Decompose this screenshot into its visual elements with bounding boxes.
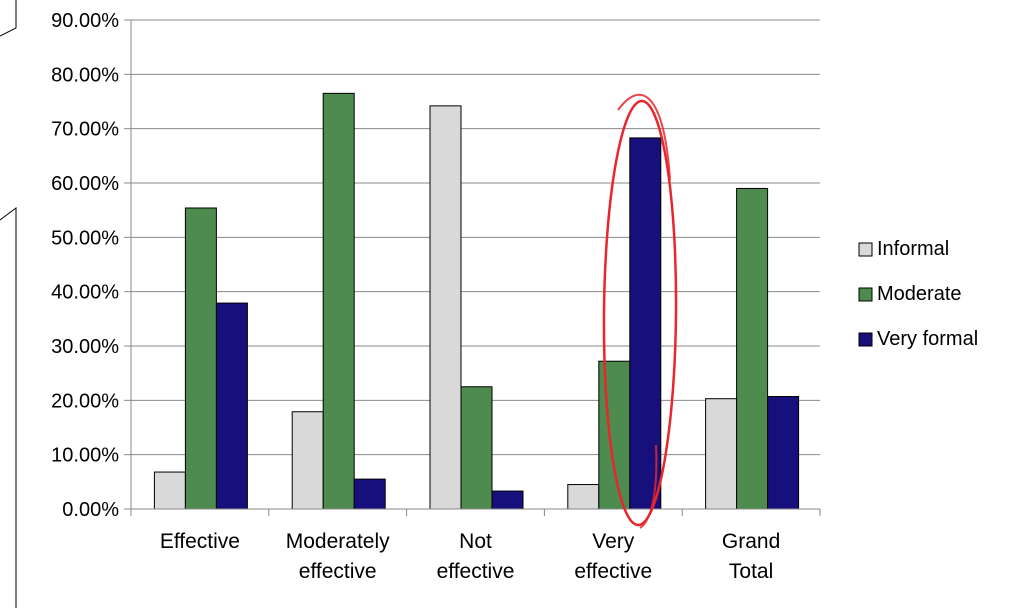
y-tick-label: 50.00% <box>51 227 119 249</box>
bar-moderate <box>598 360 631 510</box>
bar-informal <box>705 398 738 510</box>
frame-bracket-left <box>0 207 17 608</box>
bar-moderate <box>736 187 769 510</box>
x-category-label-line: Effective <box>160 530 240 553</box>
bar-informal <box>153 471 186 510</box>
y-tick-label: 80.00% <box>51 64 119 86</box>
y-tick-label: 70.00% <box>51 119 119 141</box>
bar-very-formal <box>491 490 524 510</box>
bar-moderate <box>460 386 493 510</box>
y-tick-label: 60.00% <box>51 173 119 195</box>
x-category-label: Very effective <box>574 530 652 583</box>
bar-very-formal <box>215 302 248 510</box>
legend-swatch <box>858 332 873 347</box>
x-category-label-line: Grand <box>722 530 780 553</box>
x-category-label-line: Not <box>459 530 492 553</box>
y-tick-label: 90.00% <box>51 10 119 32</box>
x-category-label-line: effective <box>574 560 652 583</box>
bar-informal <box>291 411 324 510</box>
legend-label: Moderate <box>877 283 962 305</box>
x-category-label: Grand Total <box>722 530 780 583</box>
x-category-label: Not effective <box>437 530 515 583</box>
frame-bracket-top <box>0 0 17 37</box>
x-category-label-line: effective <box>299 560 377 583</box>
highlight-ellipse <box>602 99 678 527</box>
x-category-label: Moderately effective <box>286 530 390 583</box>
x-category-label: Effective <box>160 530 240 553</box>
bars <box>153 92 800 510</box>
legend-swatch <box>858 287 873 302</box>
axes <box>130 20 821 516</box>
slide-frame-lines <box>0 0 17 608</box>
legend-swatch <box>858 242 873 257</box>
bar-very-formal <box>353 478 386 510</box>
highlight-stroke-overdraw <box>617 93 671 529</box>
y-axis-tick-labels: 0.00% 10.00% 20.00% 30.00% 40.00% 50.00% 60.00… <box>51 10 119 521</box>
x-category-label-line: Very <box>592 530 635 553</box>
y-tick-label: 0.00% <box>62 499 119 521</box>
x-category-label-line: effective <box>437 560 515 583</box>
y-tick-label: 10.00% <box>51 445 119 467</box>
legend: Informal Moderate Very formal <box>858 238 978 350</box>
bar-informal <box>429 105 462 510</box>
bar-very-formal <box>767 396 800 510</box>
x-axis-category-labels: Effective Moderately effective Not effective… <box>160 530 780 583</box>
bar-informal <box>567 484 600 510</box>
y-tick-label: 40.00% <box>51 282 119 304</box>
y-tick-label: 20.00% <box>51 390 119 412</box>
highlight-annotation <box>602 93 678 529</box>
legend-label: Very formal <box>877 328 978 350</box>
y-tick-label: 30.00% <box>51 336 119 358</box>
bar-moderate <box>184 207 217 510</box>
legend-label: Informal <box>877 238 949 260</box>
x-category-label-line: Moderately <box>286 530 390 553</box>
x-category-label-line: Total <box>729 560 773 583</box>
bar-moderate <box>322 92 355 510</box>
